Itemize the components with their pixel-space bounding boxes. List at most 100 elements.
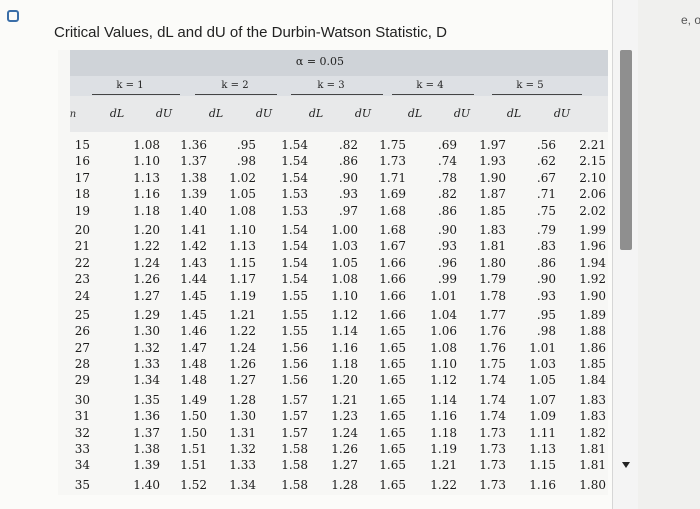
column-header-band [70, 96, 608, 132]
du-cell: 1.55 [281, 307, 308, 322]
table-row: 20 1.20 1.41 1.10 1.54 1.00 1.68 .90 1.83 .79 1.99 [58, 223, 608, 239]
dl-cell: 1.13 [229, 239, 256, 254]
table-row: 34 1.39 1.51 1.33 1.58 1.27 1.65 1.21 1.73 1.15 1.… [58, 458, 608, 474]
dl-cell: 1.03 [331, 239, 358, 254]
du-cell: 1.52 [180, 477, 207, 492]
du-cell: 1.58 [281, 442, 308, 457]
dl-cell: 1.19 [430, 442, 457, 457]
du-cell: 1.76 [479, 340, 506, 355]
dl-cell: 1.01 [529, 340, 556, 355]
du-cell: 1.54 [281, 138, 308, 152]
du-cell: 1.55 [281, 288, 308, 303]
du-cell: 1.85 [579, 357, 606, 372]
dl-cell: 1.35 [133, 392, 160, 407]
row-n-cell: 18 [74, 187, 90, 202]
row-n-cell: 24 [74, 288, 90, 303]
k-group-label: k = 5 [516, 80, 544, 91]
du-cell: 1.46 [180, 324, 207, 339]
dl-cell: 1.30 [229, 409, 256, 424]
du-cell: 1.37 [180, 154, 207, 169]
dl-cell: 1.28 [331, 477, 358, 492]
table-row: 26 1.30 1.46 1.22 1.55 1.14 1.65 1.06 1.76 .98 1.8… [58, 324, 608, 340]
row-n-cell: 35 [74, 477, 90, 492]
du-cell: 1.88 [579, 324, 606, 339]
scrollbar-thumb[interactable] [620, 50, 632, 250]
du-cell: 1.92 [579, 272, 606, 287]
row-n-cell: 31 [74, 409, 90, 424]
du-cell: 1.41 [180, 222, 207, 237]
du-cell: 1.81 [579, 458, 606, 473]
col-header-du: dU [155, 107, 173, 120]
dl-cell: .74 [437, 154, 457, 169]
table-row: 27 1.32 1.47 1.24 1.56 1.16 1.65 1.08 1.76 1.01 1.… [58, 341, 608, 357]
table-row: 22 1.24 1.43 1.15 1.54 1.05 1.66 .96 1.80 .86 1.94 [58, 256, 608, 272]
dl-cell: 1.32 [133, 340, 160, 355]
side-panel-text: e, o [681, 14, 700, 27]
dl-cell: 1.31 [229, 425, 256, 440]
dl-cell: 1.01 [430, 288, 457, 303]
du-cell: 1.56 [281, 340, 308, 355]
du-cell: 1.65 [379, 425, 406, 440]
row-n-cell: 22 [74, 255, 90, 270]
dl-cell: 1.23 [331, 409, 358, 424]
row-n-cell: 32 [74, 425, 90, 440]
dl-cell: 1.10 [229, 222, 256, 237]
du-cell: 1.68 [379, 222, 406, 237]
table-body: 15 1.08 1.36 .95 1.54 .82 1.75 .69 1.97 .56 2.21 16… [58, 138, 608, 494]
du-cell: 1.79 [479, 272, 506, 287]
du-cell: 1.65 [379, 392, 406, 407]
du-cell: 1.68 [379, 203, 406, 218]
k-group-label: k = 2 [221, 80, 249, 91]
dl-cell: 1.27 [229, 373, 256, 388]
du-cell: 1.58 [281, 458, 308, 473]
row-n-cell: 16 [74, 154, 90, 169]
du-cell: 1.65 [379, 324, 406, 339]
table-row: 25 1.29 1.45 1.21 1.55 1.12 1.66 1.04 1.77 .95 1.8… [58, 308, 608, 324]
table-row: 35 1.40 1.52 1.34 1.58 1.28 1.65 1.22 1.73 1.16 1.… [58, 478, 608, 494]
du-cell: 1.65 [379, 409, 406, 424]
dl-cell: 1.22 [229, 324, 256, 339]
dl-cell: 1.24 [133, 255, 160, 270]
du-cell: 1.65 [379, 477, 406, 492]
dl-cell: 1.19 [229, 288, 256, 303]
du-cell: 2.06 [579, 187, 606, 202]
n-column-header: n [69, 109, 77, 120]
du-cell: 1.58 [281, 477, 308, 492]
dl-cell: 1.21 [331, 392, 358, 407]
k-group-rule [92, 94, 180, 95]
du-cell: 2.02 [579, 203, 606, 218]
du-cell: 1.36 [180, 138, 207, 152]
dl-cell: 1.16 [331, 340, 358, 355]
row-n-cell: 15 [74, 138, 90, 152]
table-row: 21 1.22 1.42 1.13 1.54 1.03 1.67 .93 1.81 .83 1.96 [58, 239, 608, 255]
du-cell: 2.15 [579, 154, 606, 169]
dl-cell: 1.17 [229, 272, 256, 287]
dl-cell: 1.10 [133, 154, 160, 169]
row-n-cell: 20 [74, 222, 90, 237]
dl-cell: .82 [338, 138, 358, 152]
k-group-label: k = 3 [317, 80, 345, 91]
dl-cell: 1.24 [331, 425, 358, 440]
du-cell: 1.49 [180, 392, 207, 407]
document-icon [7, 10, 19, 22]
dl-cell: 1.26 [229, 357, 256, 372]
row-n-cell: 34 [74, 458, 90, 473]
dl-cell: 1.37 [133, 425, 160, 440]
dl-cell: 1.05 [529, 373, 556, 388]
dl-cell: 1.18 [133, 203, 160, 218]
dl-cell: 1.21 [229, 307, 256, 322]
scroll-down-arrow-icon[interactable] [622, 462, 630, 468]
du-cell: 1.85 [479, 203, 506, 218]
du-cell: 1.77 [479, 307, 506, 322]
col-header-dl: dL [109, 107, 125, 120]
dl-cell: 1.05 [229, 187, 256, 202]
du-cell: 1.73 [479, 458, 506, 473]
side-panel [638, 0, 700, 509]
row-n-cell: 28 [74, 357, 90, 372]
du-cell: 1.57 [281, 409, 308, 424]
row-n-cell: 30 [74, 392, 90, 407]
du-cell: 1.65 [379, 458, 406, 473]
dl-cell: .56 [536, 138, 556, 152]
dl-cell: .90 [536, 272, 556, 287]
dl-cell: .95 [236, 138, 256, 152]
